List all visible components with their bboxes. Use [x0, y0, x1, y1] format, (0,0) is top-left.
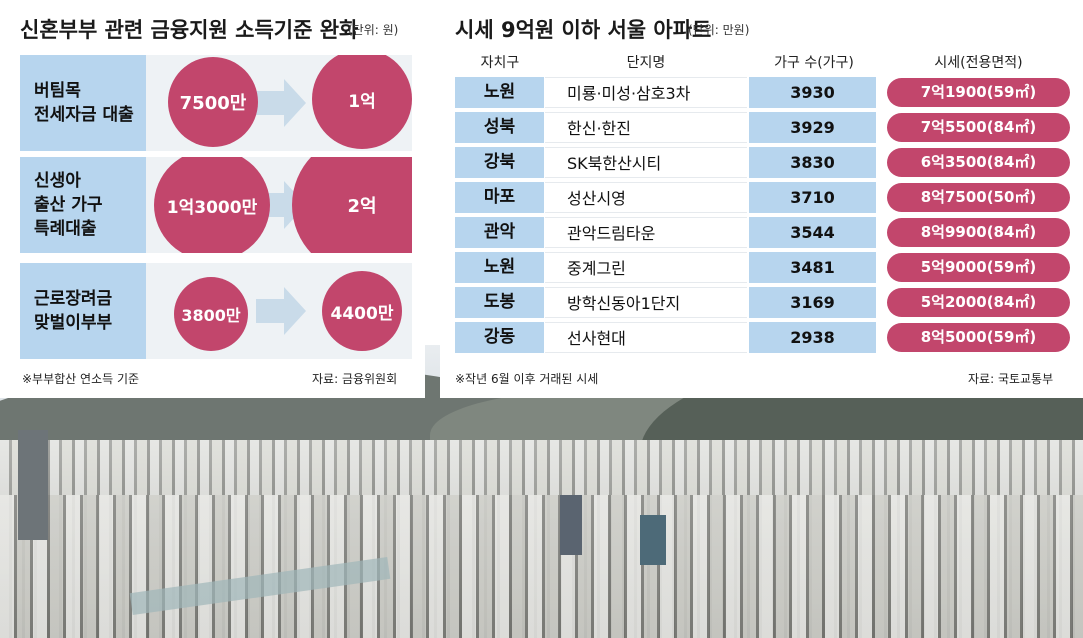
criteria-label-line: 출산 가구: [34, 195, 103, 215]
arrow-right-icon: [284, 287, 306, 335]
households-cell: 3830: [749, 147, 876, 178]
district-cell: 도봉: [455, 287, 544, 318]
households-cell: 3929: [749, 112, 876, 143]
right-title: 시세 9억원 이하 서울 아파트: [455, 18, 712, 42]
price-cell: 8억7500(50㎡): [887, 183, 1070, 212]
price-cell: 8억5000(59㎡): [887, 323, 1070, 352]
before-value-circle: 7500만: [168, 57, 258, 147]
left-title: 신혼부부 관련 금융지원 소득기준 완화: [20, 18, 359, 42]
price-cell: 7억1900(59㎡): [887, 78, 1070, 107]
households-cell: 2938: [749, 322, 876, 353]
criteria-row: 버팀목 전세자금 대출 7500만 1억: [20, 55, 412, 151]
district-cell: 마포: [455, 182, 544, 213]
households-cell: 3930: [749, 77, 876, 108]
price-cell: 6억3500(84㎡): [887, 148, 1070, 177]
header-price: 시세(전용면적): [934, 55, 1023, 71]
table-row: 노원 중계그린 3481 5억9000(59㎡): [455, 252, 1070, 283]
complex-cell: 성산시영: [545, 182, 747, 213]
complex-cell: 방학신동아1단지: [545, 287, 747, 318]
before-value-circle: 1억3000만: [154, 157, 270, 253]
criteria-label: 버팀목 전세자금 대출: [20, 55, 146, 151]
criteria-label-line: 특례대출: [34, 219, 97, 239]
header-district: 자치구: [480, 55, 520, 71]
left-footnote: ※부부합산 연소득 기준: [22, 372, 140, 386]
district-cell: 성북: [455, 112, 544, 143]
district-cell: 강동: [455, 322, 544, 353]
district-cell: 강북: [455, 147, 544, 178]
criteria-row: 신생아 출산 가구 특례대출 1억3000만 2억: [20, 157, 412, 253]
after-value-circle: 4400만: [322, 271, 402, 351]
left-source: 자료: 금융위원회: [312, 372, 398, 386]
complex-cell: 관악드림타운: [545, 217, 747, 248]
left-unit: (단위: 원): [348, 23, 399, 37]
right-source: 자료: 국토교통부: [968, 372, 1054, 386]
arrow-right-icon: [256, 299, 284, 323]
header-complex: 단지명: [626, 55, 666, 71]
right-footnote: ※작년 6월 이후 거래된 시세: [455, 372, 599, 386]
criteria-label: 신생아 출산 가구 특례대출: [20, 157, 146, 253]
after-value-circle: 2억: [292, 157, 412, 253]
table-row: 강동 선사현대 2938 8억5000(59㎡): [455, 322, 1070, 353]
table-row: 강북 SK북한산시티 3830 6억3500(84㎡): [455, 147, 1070, 178]
households-cell: 3544: [749, 217, 876, 248]
households-cell: 3481: [749, 252, 876, 283]
district-cell: 노원: [455, 77, 544, 108]
complex-cell: 선사현대: [545, 322, 747, 353]
after-value-circle: 1억: [312, 55, 412, 149]
price-cell: 5억2000(84㎡): [887, 288, 1070, 317]
table-row: 관악 관악드림타운 3544 8억9900(84㎡): [455, 217, 1070, 248]
criteria-label-line: 맞벌이부부: [34, 313, 113, 333]
arrow-right-icon: [254, 91, 284, 115]
criteria-label-line: 신생아: [34, 171, 81, 191]
criteria-row: 근로장려금 맞벌이부부 3800만 4400만: [20, 263, 412, 359]
criteria-label-line: 전세자금 대출: [34, 105, 134, 125]
table-row: 마포 성산시영 3710 8억7500(50㎡): [455, 182, 1070, 213]
before-value-circle: 3800만: [174, 277, 248, 351]
price-cell: 7억5500(84㎡): [887, 113, 1070, 142]
price-cell: 8억9900(84㎡): [887, 218, 1070, 247]
complex-cell: 중계그린: [545, 252, 747, 283]
complex-cell: 미룡·미성·삼호3차: [545, 77, 747, 108]
arrow-right-icon: [284, 79, 306, 127]
criteria-label-line: 버팀목: [34, 81, 81, 101]
households-cell: 3169: [749, 287, 876, 318]
table-row: 도봉 방학신동아1단지 3169 5억2000(84㎡): [455, 287, 1070, 318]
complex-cell: SK북한산시티: [545, 147, 747, 178]
table-row: 성북 한신·한진 3929 7억5500(84㎡): [455, 112, 1070, 143]
right-unit: (단위: 만원): [688, 23, 750, 37]
criteria-label-line: 근로장려금: [34, 289, 113, 309]
table-row: 노원 미룡·미성·삼호3차 3930 7억1900(59㎡): [455, 77, 1070, 108]
price-cell: 5억9000(59㎡): [887, 253, 1070, 282]
households-cell: 3710: [749, 182, 876, 213]
criteria-label: 근로장려금 맞벌이부부: [20, 263, 146, 359]
complex-cell: 한신·한진: [545, 112, 747, 143]
district-cell: 노원: [455, 252, 544, 283]
header-households: 가구 수(가구): [774, 55, 854, 71]
district-cell: 관악: [455, 217, 544, 248]
